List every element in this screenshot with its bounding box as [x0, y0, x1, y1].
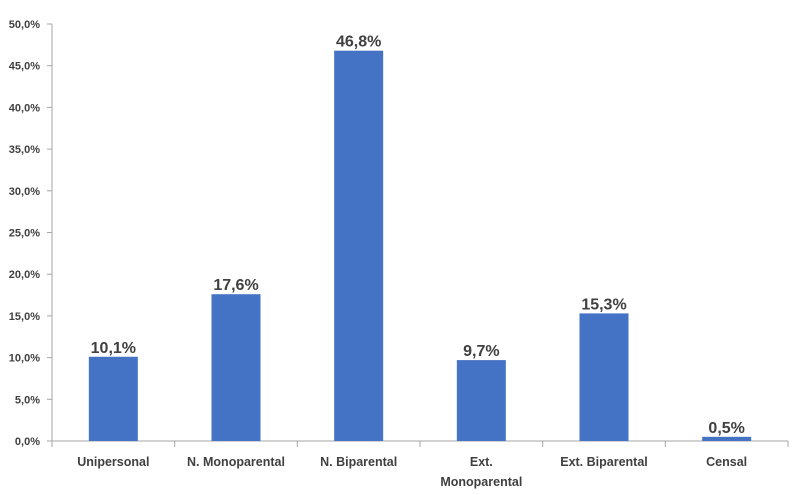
data-label: 9,7%: [463, 343, 499, 360]
y-tick-label: 35,0%: [9, 144, 40, 156]
bar: [456, 360, 506, 441]
bar: [334, 50, 384, 442]
y-tick-label: 40,0%: [9, 102, 40, 114]
data-label: 0,5%: [708, 420, 744, 437]
category-label: N. Monoparental: [187, 455, 285, 469]
y-tick-label: 30,0%: [9, 186, 40, 198]
y-tick-label: 0,0%: [15, 436, 40, 448]
category-label: Monoparental: [440, 475, 522, 489]
category-labels: Unipersonal N. Monoparental N. Biparental E…: [77, 455, 747, 489]
category-label: Unipersonal: [77, 455, 149, 469]
data-labels: 10,1% 17,6% 46,8% 9,7% 15,3% 0,5%: [91, 34, 745, 437]
y-tick-label: 25,0%: [9, 228, 40, 240]
y-axis: 0,0% 5,0% 10,0% 15,0% 20,0% 25,0% 30,0% 35,0% 40…: [9, 19, 53, 448]
data-label: 46,8%: [336, 34, 381, 51]
bar: [211, 294, 261, 441]
data-label: 15,3%: [581, 296, 626, 313]
bar: [88, 356, 138, 441]
bars: [88, 50, 752, 442]
y-tick-label: 50,0%: [9, 19, 40, 31]
y-tick-label: 15,0%: [9, 311, 40, 323]
y-tick-label: 20,0%: [9, 269, 40, 281]
x-axis: [51, 440, 789, 447]
bar: [702, 436, 752, 441]
data-label: 10,1%: [91, 340, 136, 357]
category-label: N. Biparental: [320, 455, 397, 469]
bar: [579, 313, 629, 441]
category-label: Ext.: [470, 455, 493, 469]
data-label: 17,6%: [213, 277, 258, 294]
y-tick-label: 5,0%: [15, 394, 40, 406]
y-tick-label: 45,0%: [9, 61, 40, 73]
y-tick-label: 10,0%: [9, 353, 40, 365]
category-label: Ext. Biparental: [560, 455, 648, 469]
category-label: Censal: [706, 455, 747, 469]
